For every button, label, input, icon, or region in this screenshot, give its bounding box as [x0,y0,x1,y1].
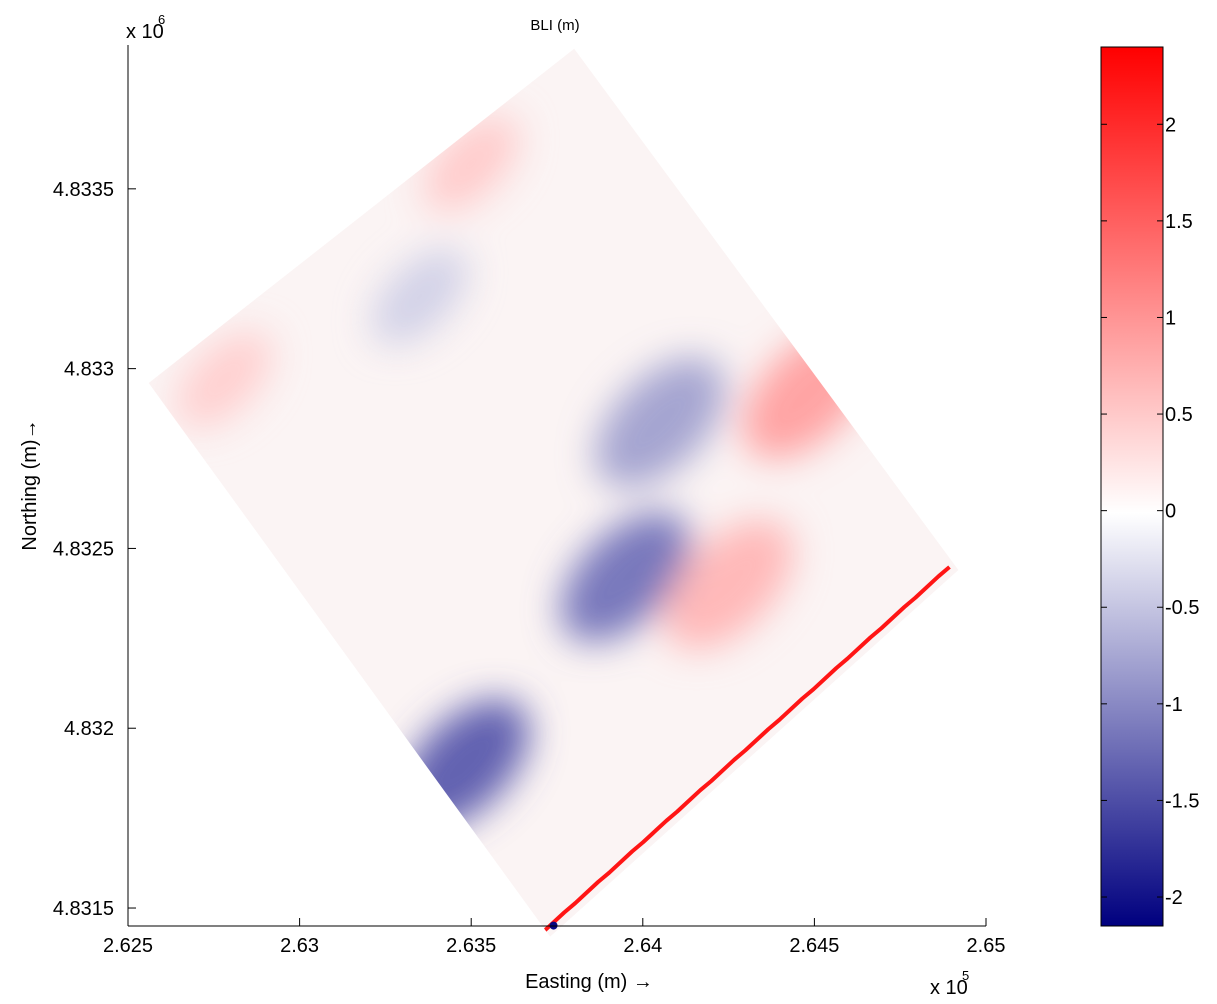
axes: 2.625 2.63 2.635 2.64 2.645 2.65 4.83154.8324… [53,45,1006,957]
colorbar-tick-label: -0.5 [1165,597,1199,619]
y-axis-label: Northing (m)→ [19,419,41,550]
x-tick-label: 2.64 [623,935,662,957]
y-exponent-power: 6 [158,12,165,27]
colorbar-ticks: -2 -1.5 -1 -0.5 0 0.5 1 1.5 2 [1101,114,1199,909]
colorbar-tick-label: 0.5 [1165,404,1193,426]
y-exponent-base: x 10 [126,21,164,43]
colorbar-tick-label: 0 [1165,501,1176,523]
x-exponent-base: x 10 [930,977,968,999]
colorbar-tick-label: -2 [1165,887,1183,909]
x-tick-label: 2.65 [967,935,1006,957]
domain-fill [148,48,959,937]
bli-field [148,48,959,937]
field-features [176,115,873,830]
y-ticks: 4.8315 4.832 4.8325 4.833 4.8335 [53,179,136,920]
y-tick-label: 4.8335 [53,179,114,201]
x-axis-label: Easting (m) → [525,971,653,993]
y-exponent: x 10 6 [126,12,165,43]
x-exponent-power: 5 [962,968,969,983]
x-exponent: x 10 5 [930,968,969,999]
colorbar-ramp [1100,46,1164,927]
field-region-6 [371,248,468,345]
colorbar: -2 -1.5 -1 -0.5 0 0.5 1 1.5 2 [1100,46,1199,927]
y-tick-label: 4.832 [64,718,114,740]
shoreline-strip [539,565,951,936]
x-tick-label: 2.645 [789,935,839,957]
chart-title: BLI (m) [530,17,579,34]
field-region-4 [663,519,794,650]
y-tick-label: 4.8325 [53,538,114,560]
colorbar-tick-label: 1 [1165,307,1176,329]
colorbar-tick-label: -1.5 [1165,790,1199,812]
x-ticks: 2.625 2.63 2.635 2.64 2.645 2.65 [103,918,1006,957]
x-tick-label: 2.625 [103,935,153,957]
y-tick-label: 4.833 [64,359,114,381]
field-region-7 [176,331,273,428]
field-region-5 [423,115,520,212]
x-tick-label: 2.635 [446,935,496,957]
colorbar-tick-label: -1 [1165,694,1183,716]
x-tick-label: 2.63 [280,935,319,957]
y-tick-label: 4.8315 [53,898,114,920]
field-region-2 [595,357,725,488]
colorbar-tick-label: 2 [1165,114,1176,136]
colorbar-tick-label: 1.5 [1165,211,1193,233]
field-region-0 [560,512,691,643]
